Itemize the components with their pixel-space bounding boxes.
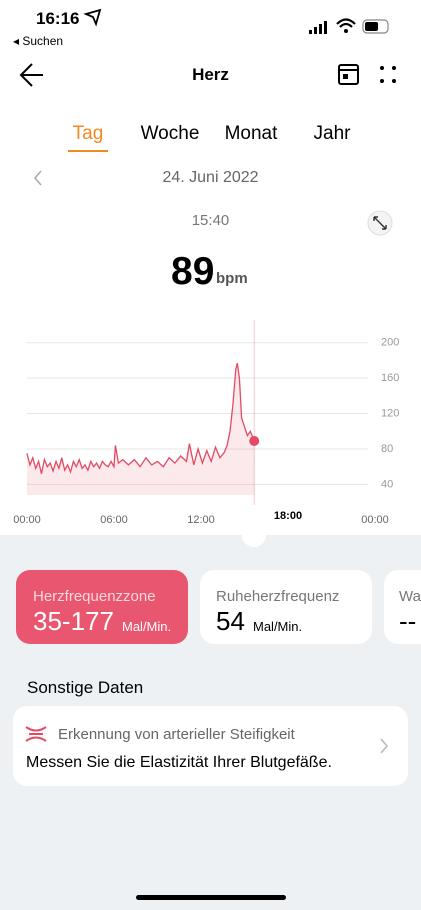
x-tick-label: 00:00 <box>361 514 389 526</box>
section-heading: Sonstige Daten <box>27 678 144 697</box>
page-title: Herz <box>192 65 229 84</box>
home-indicator <box>136 895 286 900</box>
location-icon <box>83 8 102 27</box>
item-card[interactable] <box>13 706 408 786</box>
card-title: Ruheherzfrequenz <box>216 588 340 605</box>
card-title: Herzfrequenzzone <box>33 588 156 605</box>
signal <box>314 27 317 34</box>
tab[interactable]: Jahr <box>313 123 351 144</box>
date: 24. Juni 2022 <box>162 169 259 186</box>
y-tick-label: 200 <box>381 337 399 349</box>
signal <box>319 24 322 34</box>
card-value: -- <box>399 606 417 636</box>
calendar-icon <box>343 74 348 79</box>
y-tick-label: 80 <box>381 443 393 455</box>
heart-rate-chart: 200 160 120 80 40 00:00 06:00 12:00 18:00 00:00 <box>13 320 399 526</box>
card-partial[interactable]: Wa -- <box>384 570 421 644</box>
tab-underline <box>68 150 108 152</box>
more-icon[interactable] <box>380 66 396 83</box>
card[interactable] <box>200 570 372 644</box>
signal <box>309 30 312 34</box>
reading-value: 89 <box>171 250 215 293</box>
header-icons <box>19 8 396 87</box>
card-unit: Mal/Min. <box>253 619 303 634</box>
reading-time: 15:40 <box>191 212 230 229</box>
wifi <box>344 29 348 33</box>
status-time: 16:16 <box>36 9 80 28</box>
chevron <box>380 738 389 754</box>
x-tick-label: 06:00 <box>100 514 128 526</box>
signal <box>324 21 327 34</box>
expand-icon <box>373 216 387 230</box>
selected-point <box>249 435 260 446</box>
tab[interactable]: Monat <box>224 123 278 144</box>
prev-date[interactable] <box>33 170 42 186</box>
battery <box>362 19 389 34</box>
card-active[interactable] <box>16 570 188 644</box>
y-tick-label: 160 <box>381 372 399 384</box>
item-title: Erkennung von arterieller Steifigkeit <box>58 726 295 743</box>
cursor-knob[interactable] <box>242 523 266 547</box>
card-value: 54 <box>216 606 245 636</box>
reading-unit: bpm <box>216 270 248 287</box>
y-tick-label: 120 <box>381 407 399 419</box>
x-tick-label: 12:00 <box>187 514 215 526</box>
tab-active[interactable]: Tag <box>72 123 104 144</box>
area <box>27 363 255 495</box>
wifi <box>336 18 356 28</box>
calendar-icon[interactable] <box>338 64 359 85</box>
card-value: 35-177 <box>33 606 114 636</box>
x-tick-label: 00:00 <box>13 514 41 526</box>
nav-icons <box>33 170 393 236</box>
line <box>26 362 255 475</box>
tab[interactable]: Woche <box>140 123 200 144</box>
stiffness-icon <box>25 726 47 742</box>
card-unit: Mal/Min. <box>122 619 172 634</box>
back-app[interactable]: ◂ Suchen <box>13 34 64 48</box>
item-text: Messen Sie die Elastizität Ihrer Blutgef… <box>26 754 332 771</box>
y-tick-label: 40 <box>381 478 393 490</box>
x-tick-label: 18:00 <box>274 510 302 522</box>
card-title: Wa <box>399 588 421 605</box>
battery-level <box>365 22 378 31</box>
back-arrow[interactable] <box>19 63 43 87</box>
